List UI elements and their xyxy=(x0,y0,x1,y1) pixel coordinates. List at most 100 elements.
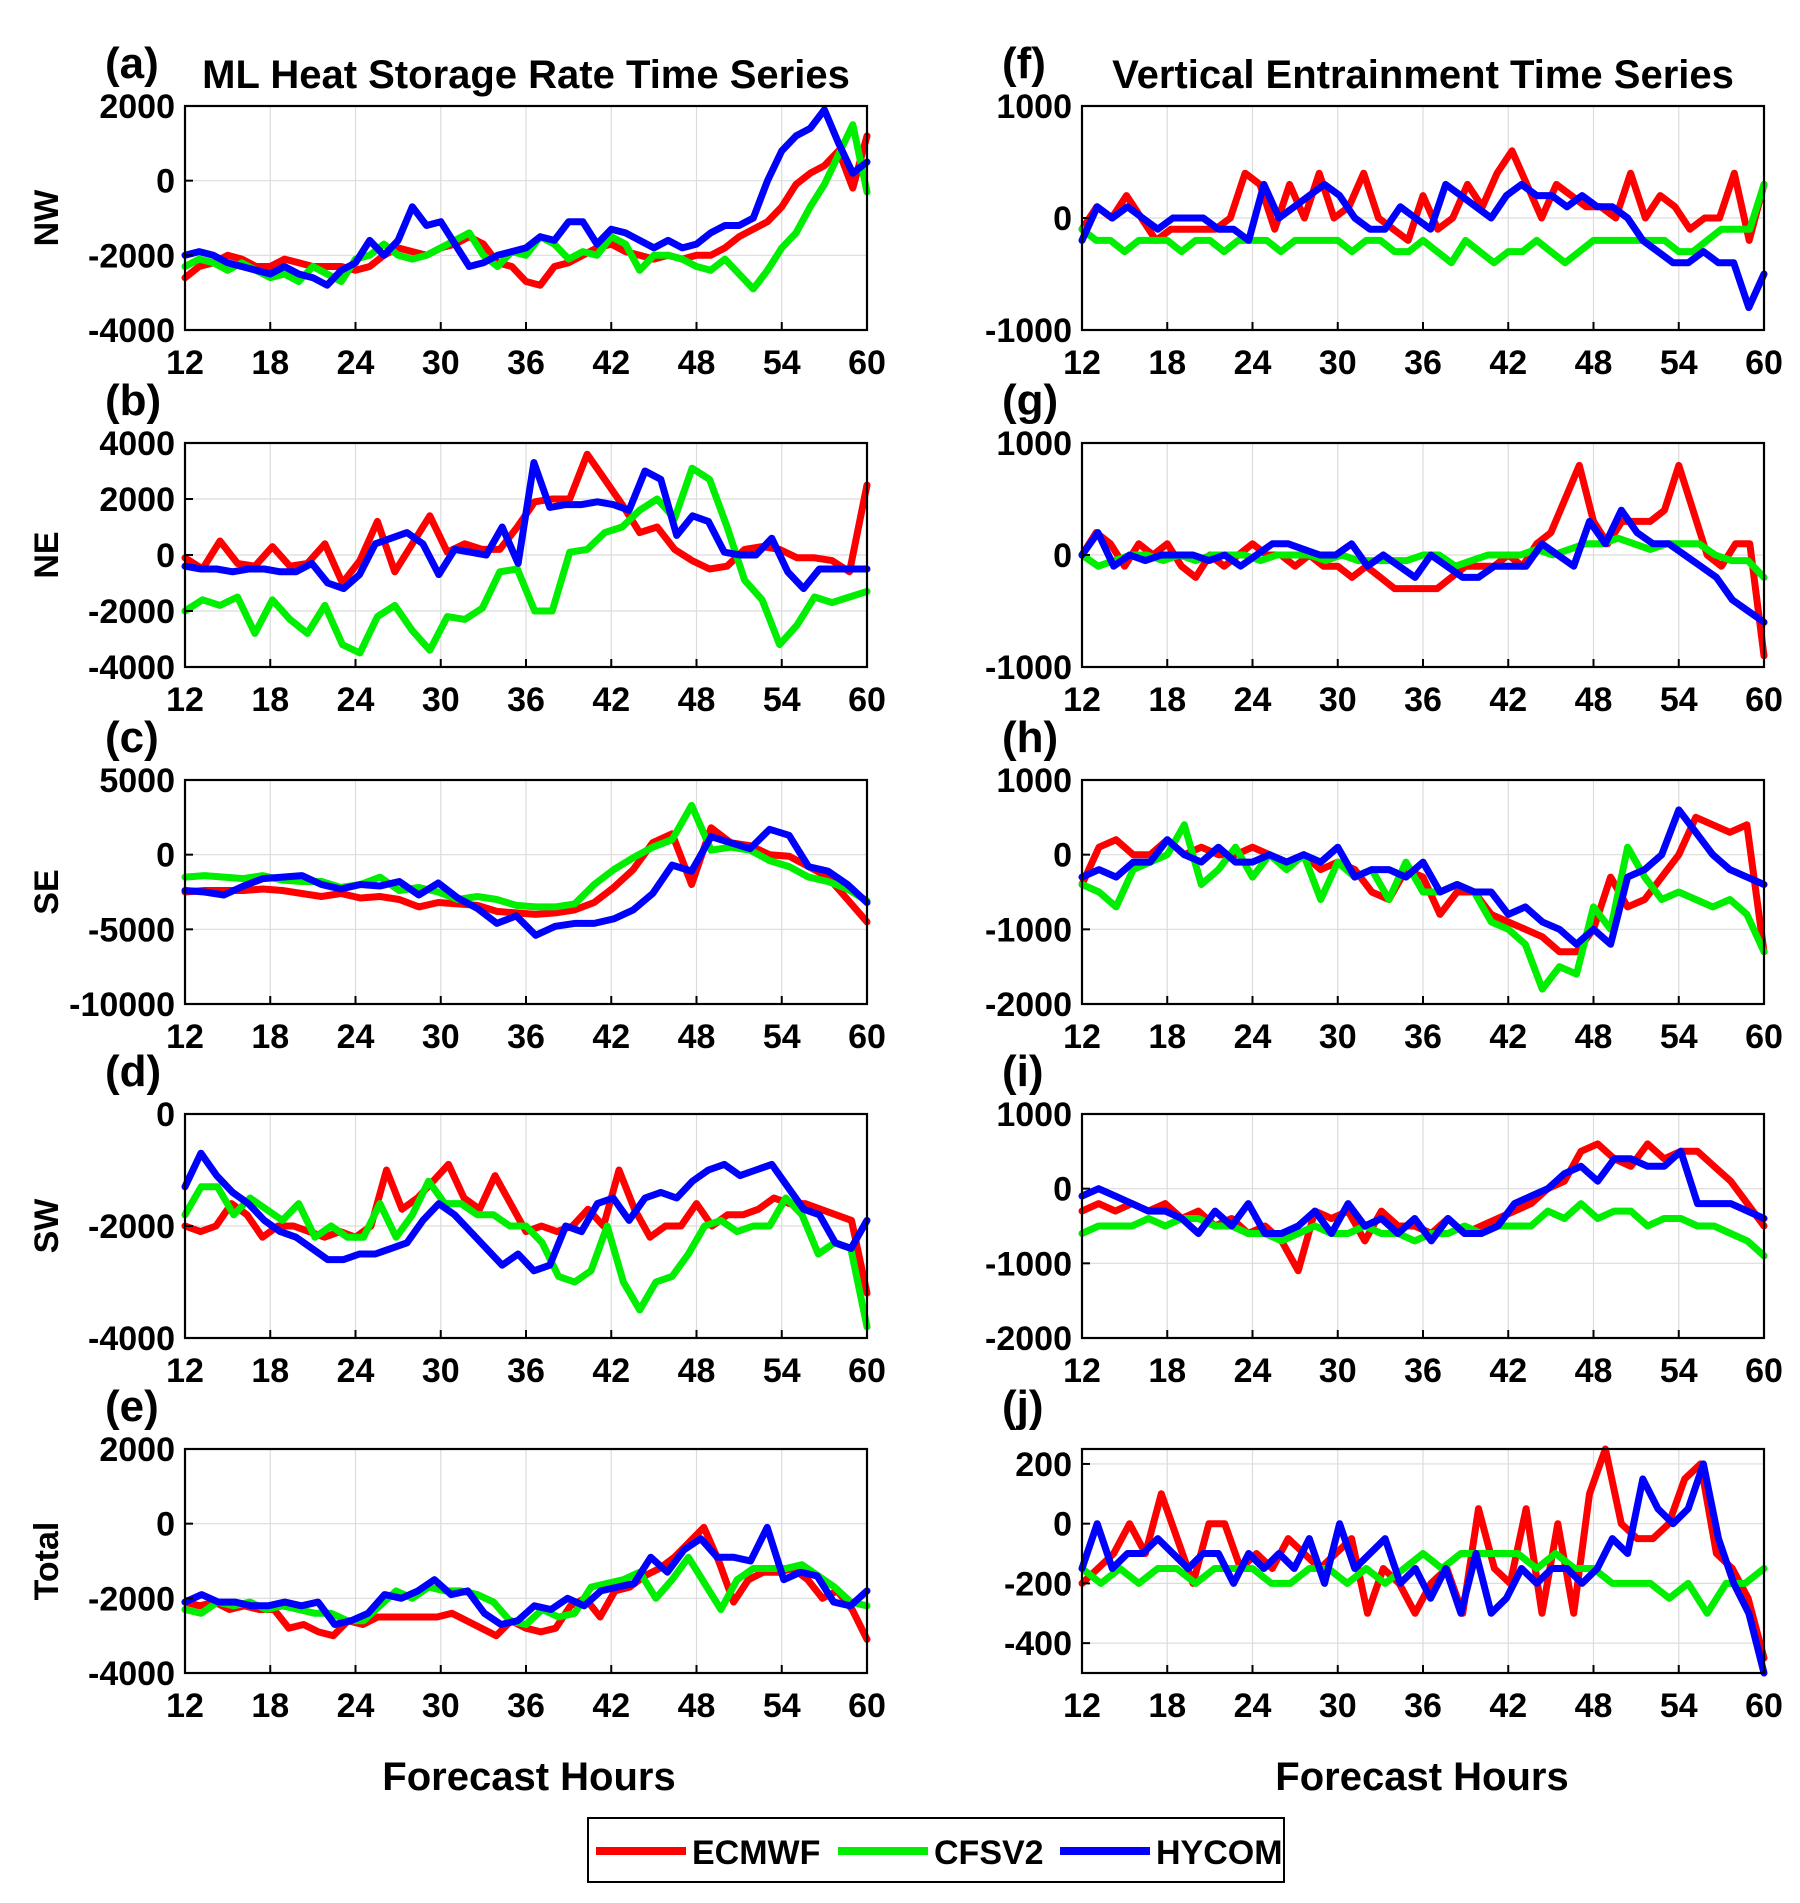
x-tick-label: 42 xyxy=(592,1687,630,1725)
legend: ECMWF CFSV2 HYCOM xyxy=(587,1817,1285,1883)
x-tick-label: 42 xyxy=(1489,1687,1527,1725)
x-tick-label: 42 xyxy=(592,1352,630,1390)
x-tick-label: 60 xyxy=(848,1352,886,1390)
x-tick-label: 48 xyxy=(1575,681,1613,719)
x-tick-label: 12 xyxy=(1063,1687,1101,1725)
x-tick-label: 54 xyxy=(1660,1018,1698,1056)
y-tick-label: -2000 xyxy=(88,237,175,275)
x-tick-label: 18 xyxy=(251,1687,289,1725)
y-tick-label: -1000 xyxy=(985,649,1072,687)
series-line-cfsv2 xyxy=(1078,1550,1768,1617)
x-tick-label: 18 xyxy=(1148,681,1186,719)
x-tick-label: 42 xyxy=(1489,1352,1527,1390)
panel-label-d: (d) xyxy=(105,1047,161,1096)
x-tick-label: 48 xyxy=(678,681,716,719)
x-tick-label: 18 xyxy=(251,1352,289,1390)
series-line-hycom xyxy=(1078,1147,1768,1245)
x-tick-label: 54 xyxy=(763,1687,801,1725)
y-tick-label: -1000 xyxy=(985,911,1072,949)
x-tick-label: 48 xyxy=(1575,1018,1613,1056)
x-tick-label: 60 xyxy=(1745,344,1783,382)
y-tick-label: -4000 xyxy=(88,1655,175,1693)
panel-c: 12 18 24 30 36 42 48 54 60 5000 0 -5000 -10000 (c) SE xyxy=(28,713,886,1056)
series-line-hycom xyxy=(1078,180,1768,312)
series-line-ecmwf xyxy=(1078,461,1768,660)
y-tick-label: 0 xyxy=(156,837,175,875)
x-tick-label: 60 xyxy=(848,1687,886,1725)
x-tick-label: 30 xyxy=(422,1352,460,1390)
x-tick-label: 42 xyxy=(1489,1018,1527,1056)
x-tick-label: 36 xyxy=(507,1352,545,1390)
x-tick-label: 18 xyxy=(251,1018,289,1056)
series-line-hycom xyxy=(181,1149,871,1275)
x-tick-label: 60 xyxy=(848,1018,886,1056)
x-tick-label: 36 xyxy=(1404,1018,1442,1056)
x-tick-label: 30 xyxy=(422,1687,460,1725)
y-tick-label: 0 xyxy=(156,537,175,575)
x-tick-label: 42 xyxy=(1489,344,1527,382)
series-line-cfsv2 xyxy=(1078,534,1768,581)
x-tick-label: 24 xyxy=(337,1352,375,1390)
panel-label-b: (b) xyxy=(105,376,161,425)
y-tick-label: -200 xyxy=(1004,1565,1072,1603)
x-tick-label: 30 xyxy=(1319,1352,1357,1390)
x-tick-label: 60 xyxy=(1745,1687,1783,1725)
series-line-hycom xyxy=(181,106,871,289)
y-tick-label: -400 xyxy=(1004,1625,1072,1663)
x-tick-label: 24 xyxy=(1234,1687,1272,1725)
y-tick-label: 1000 xyxy=(996,1096,1072,1134)
panel-label-j: (j) xyxy=(1002,1382,1044,1431)
y-tick-label: -4000 xyxy=(88,1320,175,1358)
y-tick-label: 4000 xyxy=(99,425,175,463)
x-tick-label: 48 xyxy=(1575,1687,1613,1725)
y-tick-label: -4000 xyxy=(88,649,175,687)
series-line-hycom xyxy=(1078,506,1768,626)
panel-label-g: (g) xyxy=(1002,376,1058,425)
panel-label-c: (c) xyxy=(105,713,159,762)
series-line-cfsv2 xyxy=(181,464,871,657)
x-tick-label: 12 xyxy=(166,344,204,382)
y-tick-label: 0 xyxy=(1053,1506,1072,1544)
panel-label-h: (h) xyxy=(1002,713,1058,762)
panel-j: 12 18 24 30 36 42 48 54 60 200 0 -200 -400 (j) xyxy=(1002,1382,1783,1725)
series-line-ecmwf xyxy=(181,1523,871,1643)
x-tick-label: 48 xyxy=(1575,1352,1613,1390)
y-tick-label: -5000 xyxy=(88,911,175,949)
y-axis-label-sw: SW xyxy=(28,1198,66,1254)
panel-i: 12 18 24 30 36 42 48 54 60 1000 0 -1000 -2000 (i) xyxy=(985,1047,1783,1390)
y-tick-label: 1000 xyxy=(996,88,1072,126)
y-tick-label: -4000 xyxy=(88,312,175,350)
y-tick-label: -2000 xyxy=(88,593,175,631)
x-tick-label: 30 xyxy=(1319,1687,1357,1725)
x-tick-label: 54 xyxy=(1660,1352,1698,1390)
x-tick-label: 24 xyxy=(337,344,375,382)
y-tick-label: 0 xyxy=(1053,837,1072,875)
x-tick-label: 48 xyxy=(678,344,716,382)
x-tick-label: 36 xyxy=(507,1018,545,1056)
x-tick-label: 18 xyxy=(251,681,289,719)
x-tick-label: 30 xyxy=(1319,344,1357,382)
panel-label-a: (a) xyxy=(105,39,159,88)
x-tick-label: 48 xyxy=(678,1352,716,1390)
series-line-cfsv2 xyxy=(181,1553,871,1628)
x-tick-label: 60 xyxy=(1745,681,1783,719)
chart-title-a: ML Heat Storage Rate Time Series xyxy=(202,53,850,97)
x-tick-label: 30 xyxy=(422,1018,460,1056)
x-tick-label: 30 xyxy=(1319,1018,1357,1056)
x-tick-label: 12 xyxy=(166,1018,204,1056)
series-line-ecmwf xyxy=(181,1160,871,1297)
legend-box xyxy=(587,1817,1285,1883)
x-tick-label: 24 xyxy=(1234,681,1272,719)
series-line-cfsv2 xyxy=(1078,180,1768,267)
panel-d: 12 18 24 30 36 42 48 54 60 0 -2000 -4000 (d) SW xyxy=(28,1047,886,1390)
panel-label-f: (f) xyxy=(1002,39,1046,88)
x-tick-label: 12 xyxy=(1063,1352,1101,1390)
x-tick-label: 54 xyxy=(1660,681,1698,719)
y-tick-label: 0 xyxy=(156,1506,175,1544)
x-tick-label: 36 xyxy=(1404,1352,1442,1390)
panel-h: 12 18 24 30 36 42 48 54 60 1000 0 -1000 -2000 (h) xyxy=(985,713,1783,1056)
x-tick-label: 18 xyxy=(1148,1018,1186,1056)
x-tick-label: 18 xyxy=(1148,344,1186,382)
